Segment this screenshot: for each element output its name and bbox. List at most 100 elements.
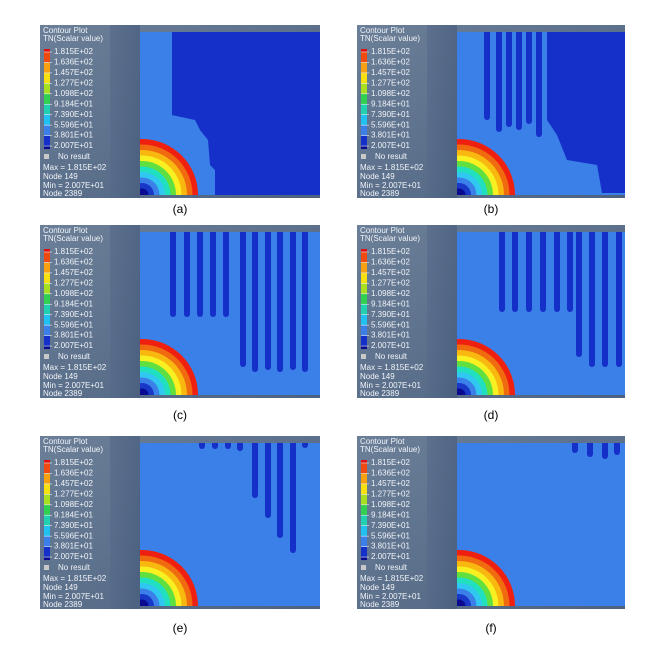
- no-result: No result: [58, 352, 91, 361]
- legend-level: 1.277E+02: [371, 78, 410, 87]
- low-finger: [616, 232, 622, 367]
- plot-area: [457, 32, 625, 195]
- legend-title: Contour Plot: [43, 26, 88, 35]
- min-value: Min = 2.007E+01: [360, 592, 421, 601]
- no-result: No result: [58, 152, 91, 161]
- legend-level: 9.184E+01: [371, 510, 410, 519]
- max-value: Max = 1.815E+02: [360, 363, 424, 372]
- legend-level: 1.457E+02: [371, 479, 410, 488]
- low-finger: [540, 232, 546, 312]
- legend-swatch: [361, 546, 367, 558]
- legend-level: 1.636E+02: [54, 58, 93, 67]
- low-region: [547, 32, 625, 193]
- max-value: Max = 1.815E+02: [43, 363, 107, 372]
- legend-level: 7.390E+01: [54, 521, 93, 530]
- legend-level: 5.596E+01: [371, 120, 410, 129]
- legend-level: 1.098E+02: [371, 500, 410, 509]
- panel-shade: [427, 225, 457, 398]
- min-node: Node 2389: [360, 189, 400, 198]
- legend-level: 5.596E+01: [371, 320, 410, 329]
- legend-subtitle: TN(Scalar value): [43, 445, 103, 454]
- low-finger: [516, 32, 522, 130]
- legend-swatch: [44, 525, 50, 537]
- max-node: Node 149: [43, 172, 78, 181]
- no-result: No result: [58, 563, 91, 572]
- low-finger: [554, 232, 560, 312]
- legend-swatch: [361, 314, 367, 326]
- legend-level: 7.390E+01: [371, 110, 410, 119]
- legend-swatch: [361, 93, 367, 105]
- legend-subtitle: TN(Scalar value): [360, 234, 420, 243]
- low-finger: [572, 443, 578, 453]
- legend-swatch: [44, 62, 50, 73]
- low-finger: [576, 232, 582, 357]
- max-node: Node 149: [43, 583, 78, 592]
- legend-swatch: [44, 93, 50, 105]
- legend-swatch: [361, 146, 367, 150]
- legend-swatch: [44, 494, 50, 505]
- low-finger: [302, 443, 308, 448]
- min-value: Min = 2.007E+01: [43, 592, 104, 601]
- min-node: Node 2389: [43, 600, 83, 609]
- legend-swatch: [44, 557, 50, 561]
- legend-swatch: [44, 125, 50, 136]
- min-value: Min = 2.007E+01: [43, 181, 104, 190]
- low-region: [172, 32, 320, 195]
- legend-level: 1.457E+02: [54, 268, 93, 277]
- no-result-swatch: [44, 354, 49, 359]
- legend-level: 7.390E+01: [54, 110, 93, 119]
- legend-swatch: [361, 504, 367, 516]
- low-finger: [496, 32, 502, 132]
- low-finger: [265, 443, 271, 518]
- panel-shade: [427, 25, 457, 198]
- ring: [457, 188, 466, 195]
- legend-swatch: [44, 146, 50, 150]
- legend-swatch: [361, 525, 367, 537]
- legend-swatch: [44, 114, 50, 126]
- legend-level: 7.390E+01: [371, 521, 410, 530]
- low-finger: [602, 232, 608, 367]
- no-result: No result: [375, 563, 408, 572]
- legend-swatch: [44, 283, 50, 294]
- legend-swatch: [361, 325, 367, 336]
- legend-level: 2.007E+01: [54, 552, 93, 561]
- plot-area: [140, 443, 320, 606]
- legend-level: 1.457E+02: [371, 68, 410, 77]
- legend-level: 1.098E+02: [371, 89, 410, 98]
- ring: [457, 388, 466, 395]
- legend-level: 1.457E+02: [54, 68, 93, 77]
- legend-swatch: [361, 72, 367, 84]
- legend-subtitle: TN(Scalar value): [360, 445, 420, 454]
- legend-swatch: [361, 293, 367, 305]
- low-finger: [252, 232, 258, 372]
- ring: [457, 599, 466, 606]
- low-finger: [484, 32, 490, 120]
- legend-level: 1.815E+02: [54, 47, 93, 56]
- legend-level: 3.801E+01: [371, 131, 410, 140]
- legend-level: 1.098E+02: [54, 500, 93, 509]
- legend-level: 5.596E+01: [371, 531, 410, 540]
- min-value: Min = 2.007E+01: [43, 381, 104, 390]
- legend-swatch: [44, 49, 50, 52]
- legend-swatch: [44, 460, 50, 463]
- legend-swatch: [361, 494, 367, 505]
- legend-swatch: [44, 346, 50, 350]
- low-finger: [506, 32, 512, 127]
- max-value: Max = 1.815E+02: [43, 163, 107, 172]
- legend-level: 3.801E+01: [54, 542, 93, 551]
- no-result: No result: [375, 352, 408, 361]
- low-finger: [223, 232, 229, 317]
- low-finger: [290, 232, 296, 370]
- legend-level: 1.098E+02: [54, 289, 93, 298]
- legend-level: 1.636E+02: [371, 258, 410, 267]
- legend-swatch: [361, 252, 367, 263]
- low-finger: [210, 232, 216, 317]
- legend-swatch: [361, 62, 367, 73]
- caption: (d): [484, 408, 499, 422]
